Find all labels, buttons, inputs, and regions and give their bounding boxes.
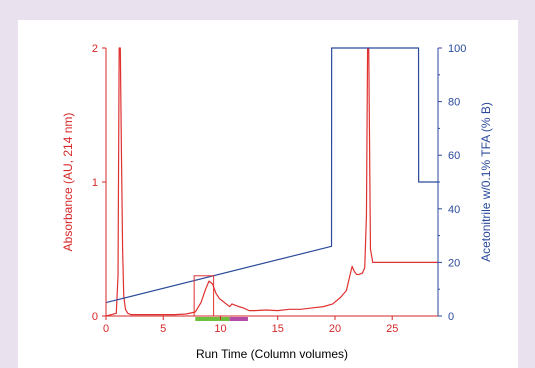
right-y-axis-title: Acetonitrile w/0.1% TFA (% B)	[479, 102, 493, 262]
x-tick-label: 25	[386, 323, 398, 335]
left-y-tick-label: 0	[92, 311, 98, 323]
fraction-bar-green	[195, 317, 230, 321]
right-y-tick-label: 0	[448, 311, 454, 323]
axes-group	[105, 48, 439, 317]
right-y-tick-label: 60	[448, 150, 460, 162]
acetonitrile-gradient-line	[106, 47, 438, 304]
right-y-tick-label: 80	[448, 97, 460, 109]
x-axis-title: Run Time (Column volumes)	[196, 347, 348, 361]
x-tick-label: 0	[103, 323, 109, 335]
chart-panel: 0 5 10 15 20 25 0 1 2 0 20 40 60 80 100 Run Time (Colu…	[18, 20, 518, 368]
right-y-tick-label: 40	[448, 204, 460, 216]
right-y-tick-label: 100	[448, 43, 466, 55]
x-tick-label: 20	[329, 323, 341, 335]
fraction-bar-magenta	[229, 317, 248, 321]
left-y-tick-label: 2	[92, 43, 98, 55]
x-tick-label: 5	[160, 323, 166, 335]
x-tick-label: 15	[272, 323, 284, 335]
plot-series-group	[106, 47, 438, 316]
x-tick-label: 10	[214, 323, 226, 335]
left-y-tick-label: 1	[92, 177, 98, 189]
absorbance-trace-line	[106, 47, 438, 316]
right-y-tick-label: 20	[448, 257, 460, 269]
left-y-axis-title: Absorbance (AU, 214 nm)	[61, 113, 75, 252]
